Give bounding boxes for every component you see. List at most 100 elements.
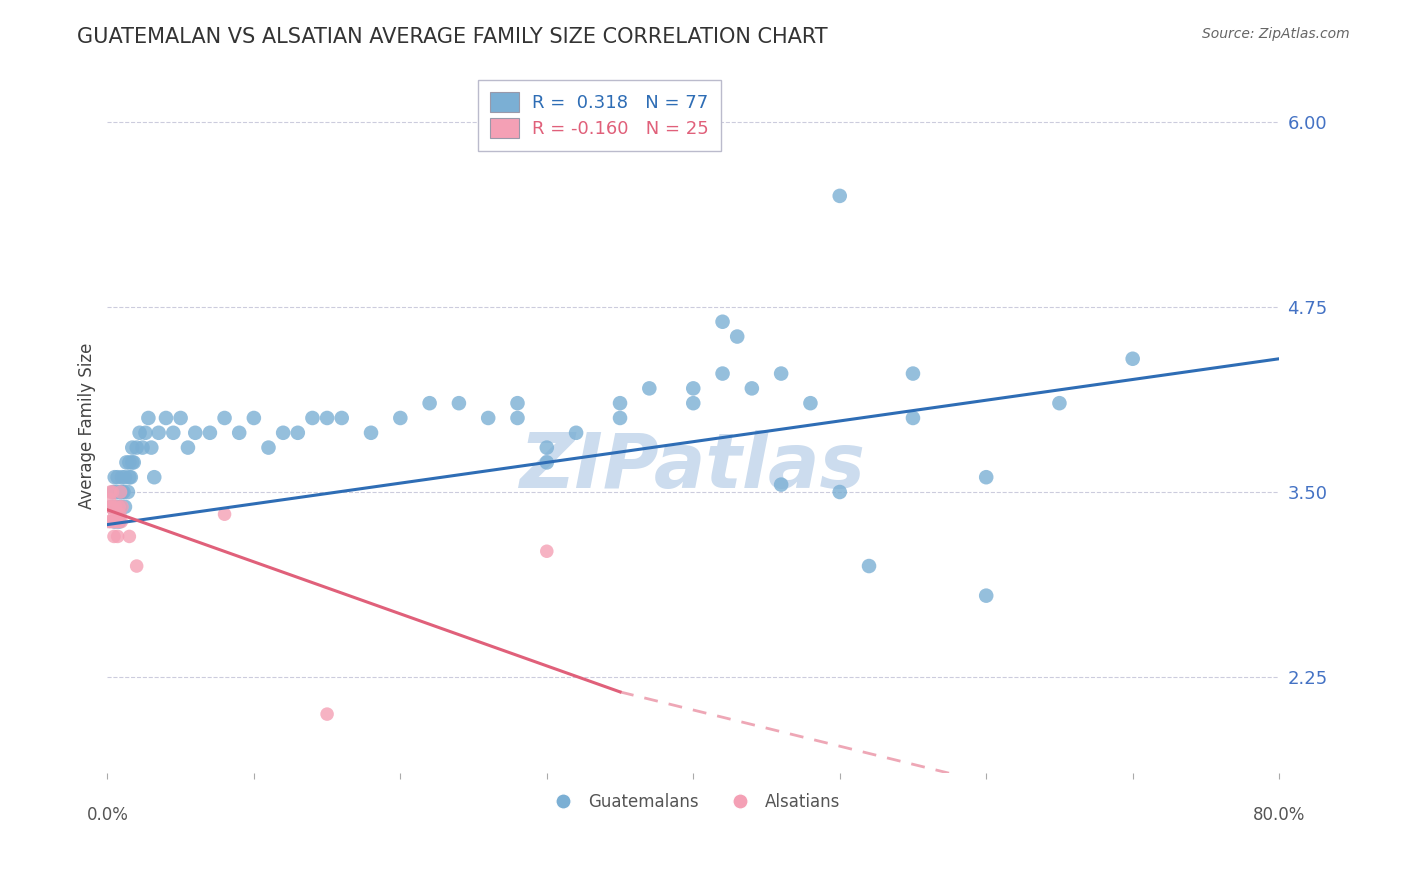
Point bbox=[506, 411, 529, 425]
Point bbox=[100, 500, 122, 514]
Text: ZIPatlas: ZIPatlas bbox=[520, 430, 866, 504]
Point bbox=[105, 507, 128, 521]
Point bbox=[104, 470, 127, 484]
Point bbox=[447, 396, 470, 410]
Point bbox=[125, 441, 148, 455]
Point bbox=[536, 455, 558, 469]
Point bbox=[243, 411, 266, 425]
Point bbox=[770, 477, 793, 491]
Point bbox=[111, 500, 134, 514]
Point bbox=[131, 441, 153, 455]
Point bbox=[828, 189, 851, 203]
Point bbox=[271, 425, 294, 440]
Point bbox=[214, 507, 236, 521]
Point bbox=[114, 470, 136, 484]
Point bbox=[100, 500, 122, 514]
Point bbox=[974, 470, 997, 484]
Point bbox=[111, 470, 134, 484]
Text: 0.0%: 0.0% bbox=[86, 805, 128, 824]
Point bbox=[638, 381, 661, 395]
Point bbox=[1049, 396, 1071, 410]
Point bbox=[711, 367, 734, 381]
Point bbox=[330, 411, 353, 425]
Point bbox=[506, 396, 529, 410]
Point bbox=[108, 515, 131, 529]
Point bbox=[98, 500, 121, 514]
Point bbox=[228, 425, 250, 440]
Point bbox=[110, 485, 132, 500]
Point bbox=[169, 411, 191, 425]
Point bbox=[121, 455, 143, 469]
Point bbox=[118, 455, 141, 469]
Point bbox=[901, 367, 924, 381]
Point bbox=[104, 507, 127, 521]
Point bbox=[682, 381, 704, 395]
Point bbox=[477, 411, 499, 425]
Point bbox=[682, 396, 704, 410]
Point bbox=[301, 411, 323, 425]
Point bbox=[118, 529, 141, 543]
Point bbox=[103, 485, 125, 500]
Point bbox=[117, 485, 139, 500]
Point bbox=[198, 425, 221, 440]
Point bbox=[725, 329, 748, 343]
Point bbox=[141, 441, 163, 455]
Point bbox=[98, 492, 121, 507]
Point bbox=[257, 441, 280, 455]
Point bbox=[103, 529, 125, 543]
Point bbox=[121, 441, 143, 455]
Text: Source: ZipAtlas.com: Source: ZipAtlas.com bbox=[1202, 27, 1350, 41]
Point bbox=[711, 315, 734, 329]
Point bbox=[858, 559, 880, 574]
Point bbox=[155, 411, 177, 425]
Point bbox=[101, 485, 124, 500]
Point bbox=[110, 485, 132, 500]
Point bbox=[770, 367, 793, 381]
Point bbox=[105, 485, 128, 500]
Point bbox=[828, 485, 851, 500]
Point bbox=[536, 544, 558, 558]
Point bbox=[110, 500, 132, 514]
Point bbox=[103, 515, 125, 529]
Point bbox=[741, 381, 763, 395]
Point bbox=[1122, 351, 1144, 366]
Point bbox=[104, 515, 127, 529]
Point bbox=[111, 485, 134, 500]
Point bbox=[107, 529, 129, 543]
Point bbox=[287, 425, 309, 440]
Point bbox=[118, 470, 141, 484]
Point bbox=[316, 707, 339, 722]
Point bbox=[162, 425, 184, 440]
Point bbox=[148, 425, 170, 440]
Text: GUATEMALAN VS ALSATIAN AVERAGE FAMILY SIZE CORRELATION CHART: GUATEMALAN VS ALSATIAN AVERAGE FAMILY SI… bbox=[77, 27, 828, 46]
Point bbox=[316, 411, 339, 425]
Point bbox=[107, 515, 129, 529]
Point bbox=[609, 411, 631, 425]
Point bbox=[114, 500, 136, 514]
Point bbox=[138, 411, 160, 425]
Point bbox=[565, 425, 588, 440]
Point bbox=[177, 441, 200, 455]
Point bbox=[110, 515, 132, 529]
Point bbox=[115, 455, 138, 469]
Point bbox=[100, 515, 122, 529]
Point bbox=[97, 515, 120, 529]
Point bbox=[214, 411, 236, 425]
Point bbox=[104, 500, 127, 514]
Point bbox=[799, 396, 821, 410]
Point bbox=[609, 396, 631, 410]
Text: 80.0%: 80.0% bbox=[1253, 805, 1305, 824]
Point bbox=[389, 411, 412, 425]
Point bbox=[105, 515, 128, 529]
Point bbox=[419, 396, 441, 410]
Point bbox=[360, 425, 382, 440]
Point bbox=[107, 470, 129, 484]
Point bbox=[98, 485, 121, 500]
Point bbox=[184, 425, 207, 440]
Y-axis label: Average Family Size: Average Family Size bbox=[79, 343, 96, 508]
Legend: Guatemalans, Alsatians: Guatemalans, Alsatians bbox=[540, 786, 846, 817]
Point bbox=[108, 507, 131, 521]
Point bbox=[120, 470, 142, 484]
Point bbox=[125, 559, 148, 574]
Point bbox=[143, 470, 166, 484]
